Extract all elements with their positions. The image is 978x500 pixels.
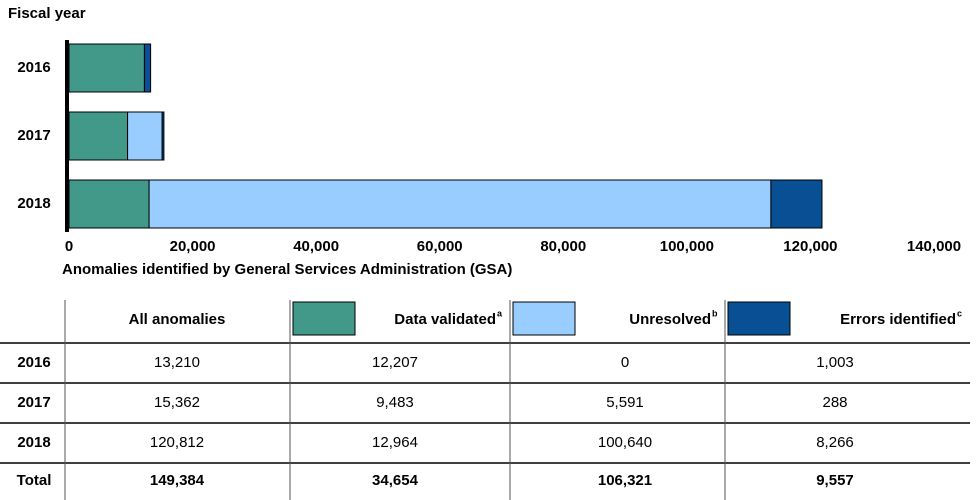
table-cell: 149,384 xyxy=(150,472,205,489)
table-header: All anomalies xyxy=(129,311,226,328)
table-cell: 9,557 xyxy=(816,472,854,489)
legend-label: Unresolved xyxy=(629,311,711,328)
x-axis-label: Anomalies identified by General Services… xyxy=(62,261,512,278)
y-axis-label: Fiscal year xyxy=(8,5,86,22)
table-cell: 9,483 xyxy=(376,394,414,411)
legend-swatch xyxy=(512,301,576,336)
row-label: Total xyxy=(17,472,52,489)
table-cell: 12,964 xyxy=(372,434,418,451)
x-tick-label: 0 xyxy=(65,238,73,255)
table-cell: 5,591 xyxy=(606,394,644,411)
row-label: 2018 xyxy=(17,434,50,451)
bar-segment xyxy=(148,179,772,229)
table-cell: 106,321 xyxy=(598,472,652,489)
legend-footnote: c xyxy=(957,308,962,318)
x-tick-label: 20,000 xyxy=(170,238,216,255)
bar-segment xyxy=(68,111,129,161)
row-label: 2017 xyxy=(17,394,50,411)
legend-footnote: b xyxy=(712,308,718,318)
legend-label: Errors identified xyxy=(840,311,956,328)
table-cell: 100,640 xyxy=(598,434,652,451)
legend-footnote: a xyxy=(497,308,503,318)
x-tick-label: 140,000 xyxy=(907,238,961,255)
x-tick-label: 40,000 xyxy=(293,238,339,255)
table-cell: 34,654 xyxy=(372,472,419,489)
legend-label: Data validated xyxy=(394,311,496,328)
table-cell: 1,003 xyxy=(816,354,854,371)
bar-segment xyxy=(68,179,150,229)
x-tick-label: 60,000 xyxy=(417,238,463,255)
y-tick-label: 2016 xyxy=(17,59,50,76)
legend-swatch xyxy=(292,301,356,336)
legend-swatch xyxy=(727,301,791,336)
table-cell: 13,210 xyxy=(154,354,200,371)
table-cell: 288 xyxy=(822,394,847,411)
y-tick-label: 2017 xyxy=(17,127,50,144)
table-cell: 15,362 xyxy=(154,394,200,411)
bar-segment xyxy=(127,111,163,161)
x-tick-label: 100,000 xyxy=(660,238,714,255)
row-label: 2016 xyxy=(17,354,50,371)
table-cell: 12,207 xyxy=(372,354,418,371)
table-cell: 8,266 xyxy=(816,434,854,451)
bar-segment xyxy=(143,43,152,93)
x-tick-label: 120,000 xyxy=(783,238,837,255)
bar-segment xyxy=(68,43,145,93)
bar-segment xyxy=(770,179,823,229)
x-tick-label: 80,000 xyxy=(540,238,586,255)
table-cell: 0 xyxy=(621,354,629,371)
bar-segment xyxy=(161,111,165,161)
y-tick-label: 2018 xyxy=(17,195,50,212)
table-cell: 120,812 xyxy=(150,434,204,451)
